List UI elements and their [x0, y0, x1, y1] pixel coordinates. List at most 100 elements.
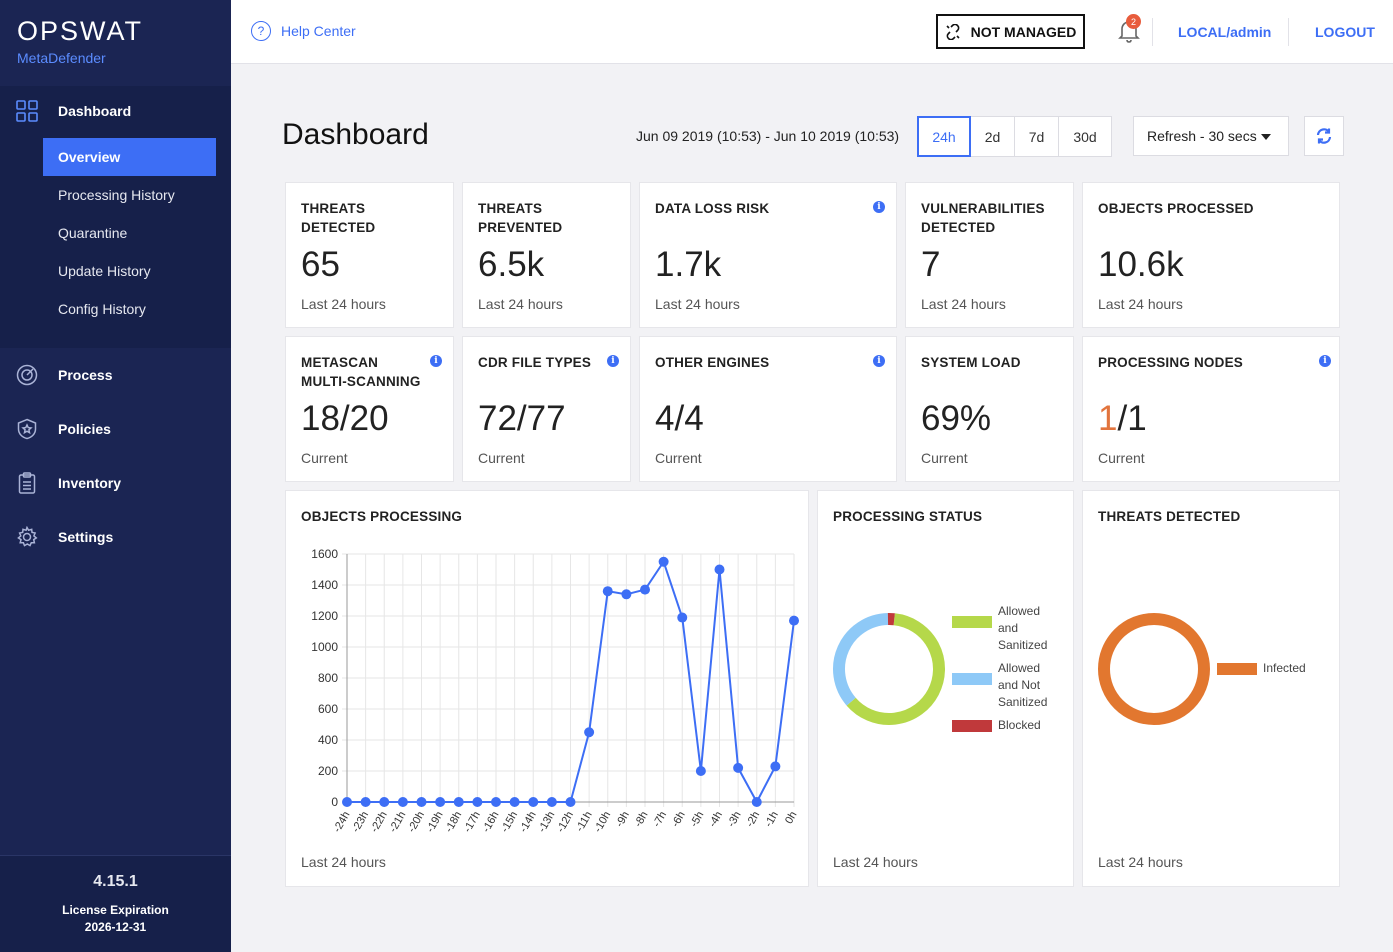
- sidebar-item-process[interactable]: Process: [0, 355, 231, 395]
- card-subtitle: Last 24 hours: [301, 296, 386, 312]
- data-point[interactable]: [770, 761, 781, 772]
- data-point[interactable]: [640, 584, 650, 595]
- card-value: 1.7k: [655, 245, 722, 284]
- data-point[interactable]: [472, 797, 483, 807]
- data-point[interactable]: [453, 797, 464, 807]
- data-point[interactable]: [435, 797, 446, 807]
- refresh-interval-select[interactable]: Refresh - 30 secs: [1133, 116, 1289, 156]
- data-point[interactable]: [342, 797, 352, 807]
- legend-allowed-sanitized: Allowed and Sanitized: [952, 603, 1047, 654]
- legend-blocked: Blocked: [952, 717, 1041, 734]
- threats-detected-chart[interactable]: [1094, 609, 1214, 729]
- help-center-link[interactable]: ? Help Center: [251, 21, 356, 41]
- sidebar-subitem-processing-history[interactable]: Processing History: [58, 187, 175, 203]
- legend-label: Blocked: [998, 718, 1041, 732]
- panel-title: PROCESSING STATUS: [833, 509, 983, 524]
- data-point[interactable]: [509, 797, 520, 807]
- user-menu[interactable]: LOCAL/admin: [1178, 24, 1272, 40]
- data-point[interactable]: [714, 564, 725, 575]
- data-point[interactable]: [528, 797, 539, 807]
- y-tick-label: 1600: [311, 547, 338, 561]
- sidebar-item-dashboard[interactable]: Dashboard: [0, 86, 231, 136]
- sidebar-subitem-overview[interactable]: Overview: [43, 138, 216, 176]
- logout-button[interactable]: LOGOUT: [1315, 24, 1375, 40]
- stat-card-threats-detected[interactable]: THREATS DETECTED 65 Last 24 hours: [285, 182, 454, 328]
- total-nodes-count: /1: [1117, 399, 1147, 438]
- sidebar-subitem-quarantine[interactable]: Quarantine: [58, 225, 128, 241]
- range-30d-button[interactable]: 30d: [1059, 116, 1112, 157]
- divider: [1288, 18, 1289, 46]
- x-tick-label: -5h: [688, 810, 706, 830]
- info-icon[interactable]: i: [430, 355, 442, 367]
- stat-card-metascan[interactable]: METASCAN MULTI-SCANNING i 18/20 Current: [285, 336, 454, 482]
- legend-label: Allowed: [998, 661, 1041, 675]
- objects-processing-chart[interactable]: 0 200 400 600 800 1000 1200 1400 1600 -24h-23h-22…: [286, 536, 810, 881]
- slice[interactable]: [846, 613, 945, 725]
- data-point[interactable]: [397, 797, 408, 807]
- not-managed-button[interactable]: NOT MANAGED: [936, 14, 1085, 49]
- sidebar-subitem-update-history[interactable]: Update History: [58, 263, 151, 279]
- data-point[interactable]: [733, 762, 744, 773]
- range-7d-button[interactable]: 7d: [1015, 116, 1059, 157]
- data-point[interactable]: [584, 727, 595, 738]
- data-point[interactable]: [658, 556, 669, 567]
- clipboard-icon: [15, 471, 39, 495]
- info-icon[interactable]: i: [1319, 355, 1331, 367]
- data-point[interactable]: [621, 589, 632, 600]
- sidebar-item-label: Policies: [58, 421, 111, 437]
- card-value: 4/4: [655, 399, 704, 438]
- data-point[interactable]: [789, 615, 799, 626]
- stat-card-threats-prevented[interactable]: THREATS PREVENTED 6.5k Last 24 hours: [462, 182, 631, 328]
- logo[interactable]: OPSWAT MetaDefender: [17, 16, 143, 66]
- data-point[interactable]: [360, 797, 371, 807]
- range-24h-button[interactable]: 24h: [917, 116, 971, 157]
- card-value: 10.6k: [1098, 245, 1184, 284]
- info-icon[interactable]: i: [873, 201, 885, 213]
- legend-swatch: [952, 673, 992, 685]
- sidebar-item-label: Dashboard: [58, 103, 132, 119]
- data-point[interactable]: [602, 586, 613, 597]
- y-tick-label: 200: [318, 764, 338, 778]
- x-tick-label: -20h: [406, 810, 427, 835]
- refresh-button[interactable]: [1304, 116, 1344, 156]
- stat-card-processing-nodes[interactable]: PROCESSING NODES i 1/1 Current: [1082, 336, 1340, 482]
- gear-icon: [15, 525, 39, 549]
- card-title: THREATS PREVENTED: [478, 201, 563, 235]
- data-point[interactable]: [546, 797, 557, 807]
- x-tick-label: 0h: [783, 810, 800, 827]
- slice[interactable]: [833, 613, 889, 706]
- processing-status-chart[interactable]: [829, 609, 949, 729]
- sidebar-item-settings[interactable]: Settings: [0, 517, 231, 557]
- data-point[interactable]: [491, 797, 501, 807]
- card-subtitle: Current: [655, 450, 702, 466]
- x-tick-label: -12h: [555, 810, 576, 835]
- data-point[interactable]: [379, 797, 390, 807]
- data-point[interactable]: [677, 612, 688, 623]
- stat-card-vulnerabilities[interactable]: VULNERABILITIES DETECTED 7 Last 24 hours: [905, 182, 1074, 328]
- sidebar-item-inventory[interactable]: Inventory: [0, 463, 231, 503]
- card-subtitle: Current: [301, 450, 348, 466]
- y-tick-label: 0: [331, 795, 338, 809]
- product-name: MetaDefender: [17, 50, 106, 66]
- sidebar-subitem-config-history[interactable]: Config History: [58, 301, 146, 317]
- stat-card-cdr-file-types[interactable]: CDR FILE TYPES i 72/77 Current: [462, 336, 631, 482]
- range-2d-button[interactable]: 2d: [971, 116, 1015, 157]
- stat-card-objects-processed[interactable]: OBJECTS PROCESSED 10.6k Last 24 hours: [1082, 182, 1340, 328]
- info-icon[interactable]: i: [873, 355, 885, 367]
- stat-card-system-load[interactable]: SYSTEM LOAD 69% Current: [905, 336, 1074, 482]
- active-nodes-count: 1: [1098, 399, 1118, 438]
- info-icon[interactable]: i: [607, 355, 619, 367]
- stat-card-data-loss-risk[interactable]: DATA LOSS RISK i 1.7k Last 24 hours: [639, 182, 897, 328]
- x-tick-label: -15h: [499, 810, 520, 835]
- stat-card-other-engines[interactable]: OTHER ENGINES i 4/4 Current: [639, 336, 897, 482]
- data-point[interactable]: [751, 797, 762, 807]
- x-tick-label: -1h: [763, 810, 781, 830]
- sidebar-item-policies[interactable]: Policies: [0, 409, 231, 449]
- data-point[interactable]: [416, 797, 427, 807]
- panel-subtitle: Last 24 hours: [833, 854, 918, 870]
- slice[interactable]: [1098, 613, 1210, 725]
- sidebar-item-label: Settings: [58, 529, 114, 545]
- data-point[interactable]: [565, 797, 576, 807]
- shield-star-icon: [15, 417, 39, 441]
- data-point[interactable]: [695, 766, 706, 776]
